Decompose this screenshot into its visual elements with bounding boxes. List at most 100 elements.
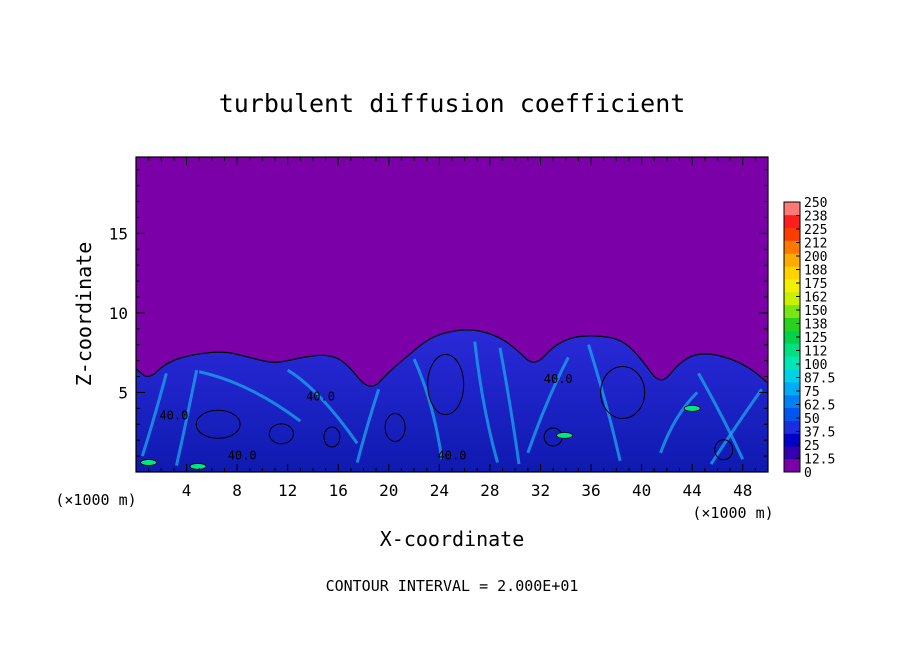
colorbar-label: 12.5 <box>804 453 835 468</box>
high-value-patch <box>556 432 573 439</box>
turbulence-streak <box>473 341 499 463</box>
colorbar-swatch <box>784 214 800 229</box>
y-unit-label: (×1000 m) <box>55 491 136 509</box>
turbulence-streak <box>355 388 381 463</box>
colorbar-swatch <box>784 202 800 216</box>
contour-label: 40.0 <box>228 448 257 462</box>
colorbar-swatch <box>784 279 800 293</box>
high-value-patch <box>683 404 701 412</box>
plot-area: 40.0 40.0 40.0 40.0 40.0 <box>135 156 769 473</box>
y-tick-label: 5 <box>118 383 128 402</box>
colorbar-swatch <box>784 317 800 331</box>
colorbar-label: 212 <box>804 237 827 252</box>
high-value-patch <box>189 463 207 470</box>
contour-label: 40.0 <box>544 372 573 386</box>
colorbar-swatch <box>784 330 800 344</box>
colorbar-swatch <box>784 304 800 319</box>
x-tick-label: 8 <box>232 481 242 500</box>
turbulence-streak <box>174 369 199 466</box>
colorbar-label: 200 <box>804 250 827 265</box>
colorbar-label: 138 <box>804 318 827 333</box>
turbulence-streak <box>587 344 622 462</box>
colorbar-label: 37.5 <box>804 426 835 441</box>
eddy-contour <box>427 354 465 415</box>
colorbar-label: 238 <box>804 210 827 225</box>
high-value-patch <box>140 459 158 466</box>
x-tick-label: 40 <box>632 481 651 500</box>
field-features <box>140 341 763 470</box>
turbulence-streak <box>709 388 763 465</box>
colorbar-label: 25 <box>804 439 820 454</box>
colorbar-swatch <box>784 382 800 396</box>
y-tick-label: 10 <box>109 304 128 323</box>
colorbar-label: 75 <box>804 385 820 400</box>
x-tick-label: 32 <box>531 481 550 500</box>
turbulence-streak <box>286 368 359 445</box>
x-tick-label: 48 <box>733 481 752 500</box>
turbulence-streak <box>140 372 168 457</box>
contour-label: 40.0 <box>306 389 335 403</box>
colorbar-label: 87.5 <box>804 372 835 387</box>
x-tick-label: 20 <box>379 481 398 500</box>
eddy-contour <box>600 365 646 419</box>
colorbar-swatch <box>784 394 800 409</box>
x-tick-label: 28 <box>480 481 499 500</box>
colorbar-swatch <box>784 407 800 421</box>
colorbar-label: 100 <box>804 358 827 373</box>
chart-title: turbulent diffusion coefficient <box>219 89 686 118</box>
x-tick-label: 24 <box>430 481 449 500</box>
colorbar-swatch <box>784 446 800 460</box>
turbulence-streak <box>697 372 745 460</box>
eddy-contour <box>714 439 734 461</box>
x-axis: 4 8 12 16 20 24 28 32 36 40 44 48 <box>148 157 756 500</box>
colorbar-label: 112 <box>804 345 827 360</box>
colorbar-label: 0 <box>804 466 812 481</box>
eddy-contour <box>195 409 241 439</box>
colorbar-swatch <box>784 369 800 383</box>
colorbar-label: 125 <box>804 331 827 346</box>
contour-labels: 40.0 40.0 40.0 40.0 40.0 <box>159 372 572 462</box>
eddy-contour <box>384 412 406 442</box>
colorbar-swatch <box>784 356 800 370</box>
colorbar-swatch <box>784 433 800 447</box>
contour-interval-note: CONTOUR INTERVAL = 2.000E+01 <box>326 577 579 595</box>
x-axis-title: X-coordinate <box>380 527 525 551</box>
contour-label: 40.0 <box>438 448 467 462</box>
x-tick-label: 44 <box>683 481 702 500</box>
x-tick-label: 12 <box>278 481 297 500</box>
y-axis: 5 10 15 <box>109 169 768 457</box>
colorbar-swatch <box>784 253 800 267</box>
colorbar-label: 225 <box>804 223 827 238</box>
colorbar-swatch <box>784 266 800 280</box>
colorbar-label: 250 <box>804 196 827 211</box>
turbulence-streak <box>659 391 699 454</box>
colorbar-swatch <box>784 292 800 306</box>
x-unit-label: (×1000 m) <box>692 504 773 522</box>
turbulence-streak <box>526 356 570 454</box>
turbulence-streak <box>198 370 302 423</box>
colorbar-label: 188 <box>804 264 827 279</box>
x-tick-label: 4 <box>182 481 192 500</box>
turbulence-streak <box>498 347 521 465</box>
colorbar-swatch <box>784 227 800 241</box>
colorbar-label: 162 <box>804 291 827 306</box>
contour-label: 40.0 <box>159 409 188 423</box>
turbulent-mixing-layer <box>136 329 768 472</box>
colorbar-label: 150 <box>804 304 827 319</box>
colorbar-label: 50 <box>804 412 820 427</box>
colorbar-label: 175 <box>804 277 827 292</box>
y-axis-title: Z-coordinate <box>72 242 96 387</box>
x-tick-label: 16 <box>329 481 348 500</box>
colorbar: 012.52537.55062.57587.510011212513815016… <box>783 196 835 481</box>
eddy-contour <box>323 426 341 448</box>
y-tick-label: 15 <box>109 224 128 243</box>
turbulence-streak <box>412 358 444 460</box>
eddy-contour <box>268 423 294 445</box>
colorbar-swatch <box>784 459 800 473</box>
x-tick-label: 36 <box>581 481 600 500</box>
colorbar-label: 62.5 <box>804 399 835 414</box>
colorbar-swatch <box>784 240 800 254</box>
colorbar-swatch <box>784 343 800 357</box>
colorbar-swatch <box>784 420 800 434</box>
